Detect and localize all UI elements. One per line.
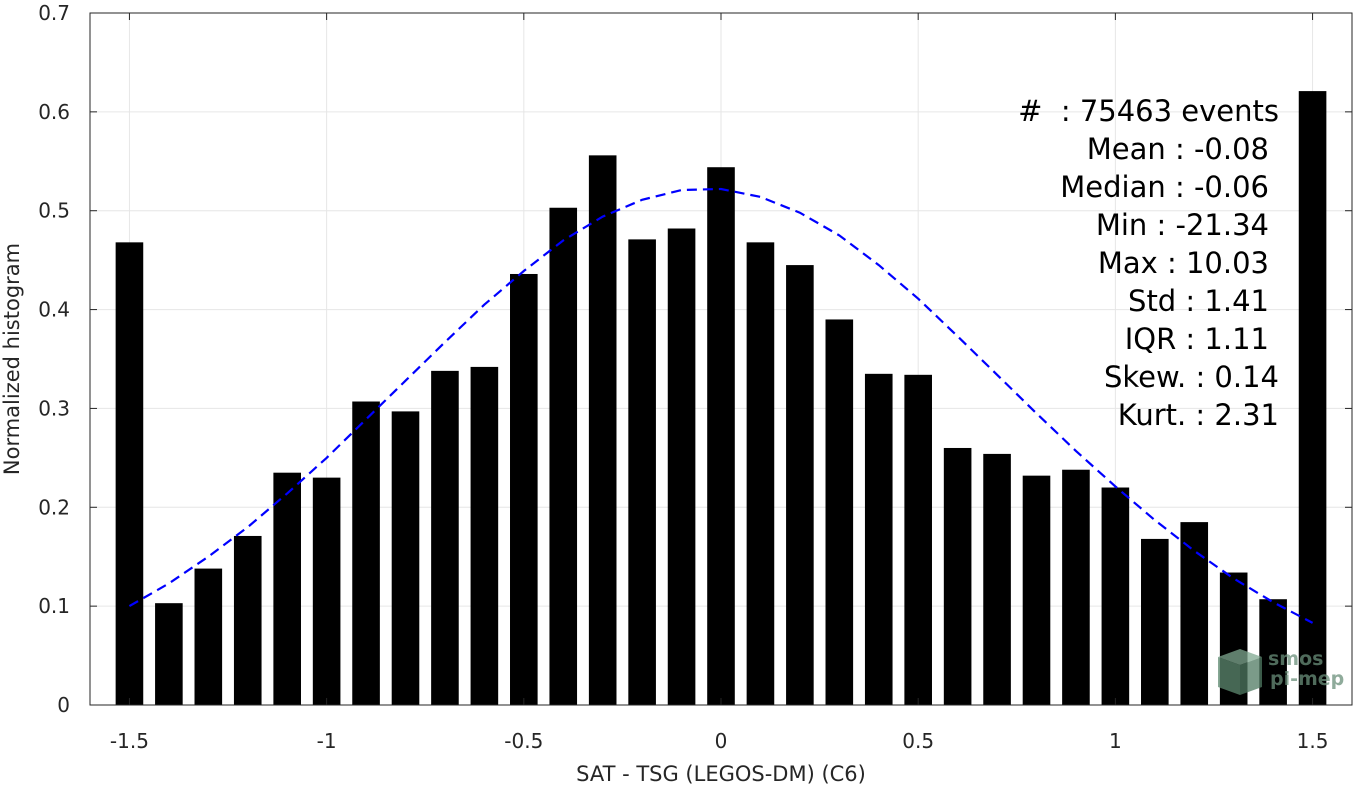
stat-mean: Mean : -0.08: [1086, 132, 1269, 166]
x-tick-label: -1.5: [110, 729, 149, 753]
y-tick-label: 0.5: [38, 199, 70, 223]
histogram-bar: [825, 319, 854, 705]
histogram-bar: [155, 603, 183, 705]
histogram-bar: [864, 373, 893, 705]
histogram-bar: [470, 366, 499, 705]
y-tick-label: 0.3: [38, 396, 70, 420]
x-axis-ticks: -1.5 -1 -0.5 0 0.5 1 1.5: [110, 13, 1329, 753]
histogram-bar: [588, 155, 617, 706]
stat-std: Std : 1.41: [1128, 284, 1269, 318]
x-tick-label: 1: [1109, 729, 1122, 753]
histogram-bar: [1101, 487, 1130, 705]
histogram-bar: [115, 242, 144, 705]
histogram-bar: [391, 411, 420, 705]
stat-skew: Skew. : 0.14: [1103, 360, 1279, 394]
histogram-bar: [1180, 522, 1209, 705]
x-tick-label: 1.5: [1297, 729, 1329, 753]
x-tick-label: 0: [715, 729, 728, 753]
histogram-bar: [628, 239, 656, 705]
histogram-bar: [1022, 475, 1051, 705]
stat-events: # : 75463 events: [1018, 94, 1279, 128]
histogram-bar: [983, 453, 1011, 705]
normal-fit-curve: [128, 187, 1314, 624]
histogram-bar: [667, 228, 696, 705]
stat-median: Median : -0.06: [1060, 170, 1269, 204]
y-tick-label: 0.4: [38, 298, 70, 322]
histogram-bar: [194, 568, 223, 705]
stat-max: Max : 10.03: [1097, 246, 1269, 280]
histogram-bar: [1062, 469, 1090, 705]
histogram-bar: [746, 242, 775, 705]
y-axis-title: Normalized histogram: [0, 243, 24, 475]
x-axis-title: SAT - TSG (LEGOS-DM) (C6): [576, 762, 866, 785]
histogram-bar: [786, 265, 814, 705]
histogram-bar: [1298, 91, 1327, 705]
y-tick-label: 0.2: [38, 495, 70, 519]
stat-iqr: IQR : 1.11: [1124, 322, 1269, 356]
histogram-bars: [115, 91, 1327, 706]
histogram-bar: [273, 472, 301, 705]
histogram-bar: [1259, 599, 1287, 705]
logo-cube-icon: [1218, 649, 1262, 695]
histogram-bar: [510, 273, 538, 705]
x-tick-label: 0.5: [902, 729, 934, 753]
logo-text-pimep: pi-mep: [1270, 668, 1345, 690]
histogram-bar: [1141, 538, 1169, 705]
histogram-bar: [233, 535, 262, 705]
stat-kurt: Kurt. : 2.31: [1117, 398, 1279, 432]
histogram-bar: [352, 401, 380, 705]
x-tick-label: -1: [317, 729, 337, 753]
stat-min: Min : -21.34: [1095, 208, 1269, 242]
histogram-bar: [943, 447, 972, 705]
histogram-bar: [707, 167, 735, 705]
smos-pimep-logo: smos pi-mep: [1214, 645, 1354, 697]
logo-text-smos: smos: [1268, 648, 1324, 670]
histogram-bar: [549, 207, 578, 705]
histogram-bar: [431, 370, 459, 705]
y-tick-label: 0: [57, 693, 70, 717]
y-tick-label: 0.6: [38, 100, 70, 124]
histogram-bar: [312, 477, 341, 705]
y-tick-label: 0.7: [38, 1, 70, 25]
statistics-annotation: # : 75463 events Mean : -0.08 Median : -…: [1018, 92, 1279, 434]
y-tick-label: 0.1: [38, 594, 70, 618]
histogram-bar: [904, 374, 932, 705]
x-tick-label: -0.5: [504, 729, 543, 753]
y-axis-ticks: 0 0.1 0.2 0.3 0.4 0.5 0.6 0.7: [38, 1, 1352, 717]
